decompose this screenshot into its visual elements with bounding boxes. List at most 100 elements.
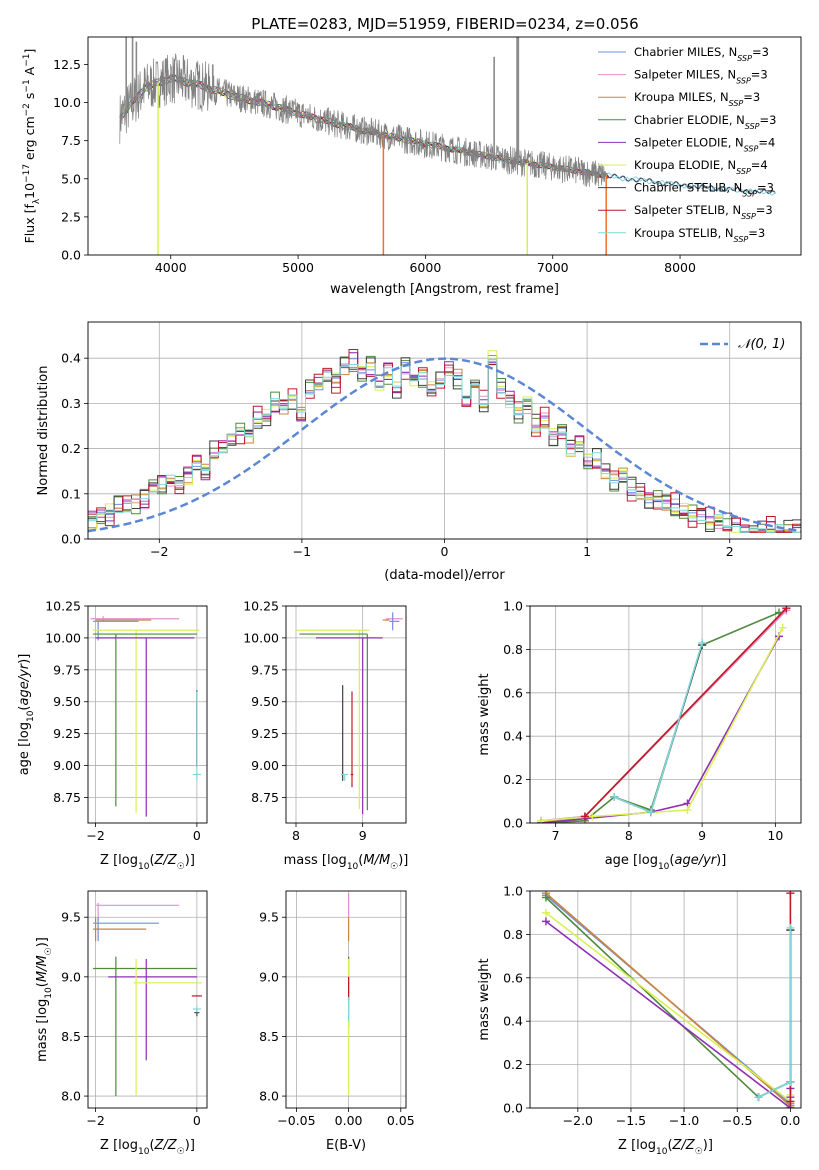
data-point (192, 1005, 201, 1013)
y-tick-label: 9.00 (53, 758, 81, 773)
y-tick-label: 9.50 (251, 694, 279, 709)
y-tick-label: 0.3 (61, 396, 81, 411)
x-tick-label: 4000 (155, 260, 187, 275)
mass_vs_Z-axes: −2 0 8.0 8.5 9.0 9.5 (61, 891, 207, 1128)
y-tick-label: 9.25 (53, 726, 81, 741)
y-tick-label: 10.25 (45, 599, 81, 614)
mass-weight-line (540, 627, 784, 822)
data-point (316, 637, 383, 815)
x-tick-label: 0 (441, 544, 449, 559)
y-tick-label: 0.8 (503, 642, 523, 657)
y-tick-label: 1.0 (503, 884, 523, 899)
age_vs_Z-axes: −2 0 8.75 9.00 9.25 9.50 9.75 10.00 10.25 (45, 599, 207, 843)
data-point (95, 902, 180, 920)
legend-entry: Chabrier MILES, NSSP=3 (634, 45, 769, 63)
y-tick-label: 10.25 (243, 599, 279, 614)
y-tick-label: 0.1 (61, 486, 81, 501)
observed-spectrum-line (119, 53, 607, 187)
y-tick-label: 0.4 (503, 1014, 523, 1029)
legend-entry: Chabrier STELIB, NSSP=3 (634, 181, 774, 199)
x-axis-label: Z [log10(Z/Z☉)] (100, 853, 195, 872)
y-tick-label: 9.0 (61, 969, 81, 984)
y-tick-label: 0.0 (503, 816, 523, 831)
mass-weight-line (613, 642, 703, 814)
x-tick-label: 6000 (409, 260, 441, 275)
y-tick-label: 0.4 (61, 351, 81, 366)
x-tick-label: −2.0 (563, 1113, 593, 1128)
y-tick-label: 8.75 (251, 790, 279, 805)
x-tick-label: 9 (359, 828, 367, 843)
mass-weight-line (758, 927, 792, 1098)
spectrum-axes: 4000 5000 6000 7000 8000 0.0 2.5 5.0 7.5 10.0 12.5 (53, 57, 696, 275)
mass-weight-line (584, 607, 787, 818)
x-tick-label: −0.5 (722, 1113, 752, 1128)
x-tick-label: 7 (552, 828, 560, 843)
x-tick-label: 0.00 (335, 1113, 363, 1128)
y-tick-label: 10.0 (53, 95, 81, 110)
mass-weight-line (540, 609, 787, 822)
y-tick-label: 9.5 (259, 910, 279, 925)
age_vs_mass-axes: 8 9 8.75 9.00 9.25 9.50 9.75 10.00 10.25 (243, 599, 406, 843)
y-axis-label: mass [log10(M/M☉)] (35, 937, 54, 1062)
residuals-plot-area (88, 349, 801, 533)
mass_weight_vs_age-plot-area (536, 606, 791, 823)
x-axis-label: (data-model)/error (384, 568, 505, 583)
x-tick-label: −1 (293, 544, 311, 559)
x-tick-label: −0.05 (277, 1113, 315, 1128)
mass-weight-line (540, 607, 787, 823)
y-tick-label: 9.75 (251, 662, 279, 677)
normal-reference-curve (88, 357, 801, 533)
x-tick-label: −2 (86, 828, 104, 843)
mass-weight-marker (786, 923, 795, 932)
age_vs_mass-plot-area (296, 612, 403, 815)
mass-weight-line (540, 636, 780, 823)
y-axis-label: age [log10(age/yr)] (17, 654, 36, 776)
mass-weight-marker (588, 812, 597, 821)
data-point (93, 620, 139, 641)
mass-weight-marker (782, 606, 791, 613)
mass_vs_Z-plot-area (93, 902, 202, 1097)
mass-weight-marker (698, 638, 707, 647)
y-tick-label: 9.75 (53, 662, 81, 677)
data-point (93, 629, 200, 813)
age_vs_Z-plot-area (90, 616, 201, 817)
y-tick-label: 8.0 (259, 1089, 279, 1104)
y-axis-label: Flux [fλ10−17 erg cm−2 s−1 A−1] (22, 49, 42, 244)
axes-frame (87, 321, 802, 540)
y-tick-label: 0.0 (503, 1101, 523, 1116)
mass-weight-line (540, 609, 787, 822)
y-tick-label: 0.2 (61, 441, 81, 456)
legend-entry: Salpeter STELIB, NSSP=3 (634, 203, 773, 221)
x-axis-label: Z [log10(Z/Z☉)] (618, 1138, 713, 1157)
y-tick-label: 10.00 (243, 630, 279, 645)
y-tick-label: 0.2 (503, 772, 523, 787)
axes-frame (87, 890, 208, 1109)
mass-weight-line (758, 930, 792, 1098)
mass-weight-marker (786, 891, 795, 898)
mass-weight-marker (683, 805, 692, 814)
x-tick-label: −1.0 (669, 1113, 699, 1128)
y-tick-label: 0.6 (503, 970, 523, 985)
x-tick-label: −2 (150, 544, 168, 559)
mass-weight-marker (541, 908, 550, 917)
residual-histogram (88, 359, 801, 533)
x-tick-label: 9 (698, 828, 706, 843)
x-tick-label: 8000 (664, 260, 696, 275)
y-tick-label: 0.2 (503, 1057, 523, 1072)
y-tick-label: 5.0 (61, 171, 81, 186)
axes-frame (87, 36, 802, 256)
mass-weight-marker (786, 1097, 795, 1106)
y-axis-label: mass weight (477, 958, 492, 1040)
x-tick-label: 7000 (537, 260, 569, 275)
legend-entry: Kroupa MILES, NSSP=3 (634, 90, 760, 108)
figure-title: PLATE=0283, MJD=51959, FIBERID=0234, z=0… (251, 15, 638, 33)
x-axis-label: mass [log10(M/M☉)] (284, 853, 409, 872)
mass_vs_ebv-axes: −0.05 0.00 0.05 8.0 8.5 9.0 9.5 (259, 891, 415, 1128)
data-point (341, 773, 348, 781)
mass-weight-marker (536, 816, 545, 823)
y-tick-label: 8.5 (259, 1029, 279, 1044)
mass-weight-line (545, 920, 792, 1108)
spectrum-legend: Chabrier MILES, NSSP=3 Salpeter MILES, NS… (598, 45, 776, 243)
x-tick-label: −1.5 (616, 1113, 646, 1128)
